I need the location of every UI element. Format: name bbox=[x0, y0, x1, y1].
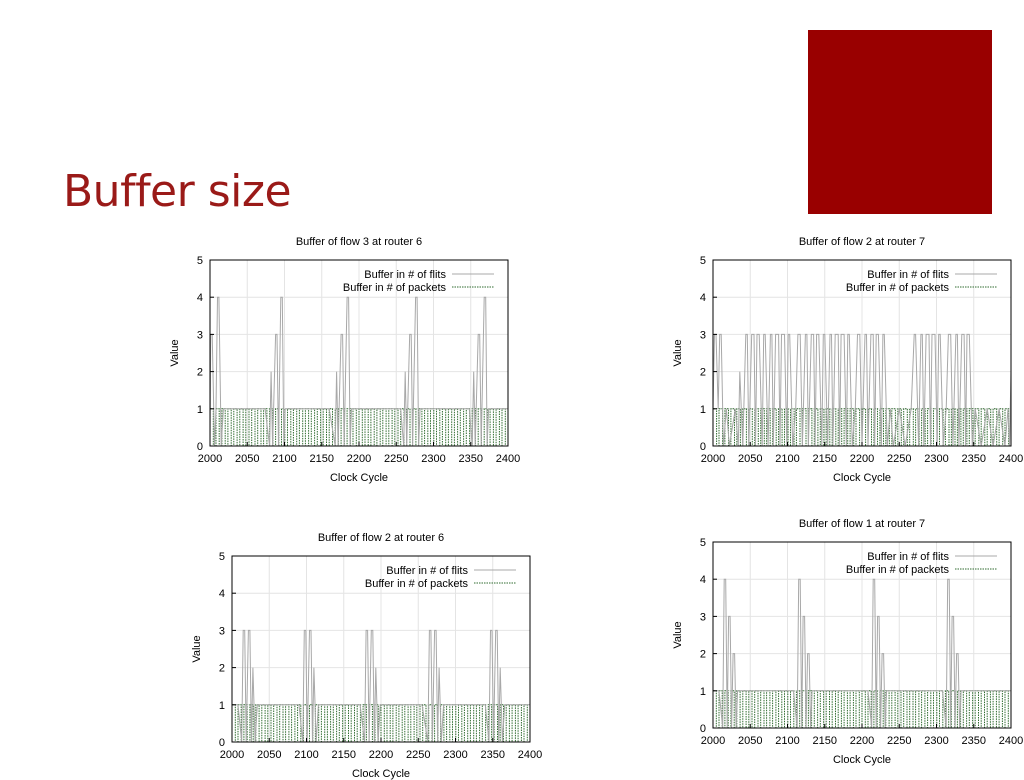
y-tick-label: 4 bbox=[219, 588, 225, 600]
y-axis-label: Value bbox=[672, 339, 684, 366]
x-tick-label: 2350 bbox=[459, 453, 483, 465]
x-axis-label: Clock Cycle bbox=[352, 768, 410, 780]
legend-label: Buffer in # of flits bbox=[867, 551, 949, 563]
x-tick-label: 2350 bbox=[962, 735, 986, 747]
x-axis-label: Clock Cycle bbox=[330, 472, 388, 484]
chart-svg: Buffer of flow 2 at router 7 2000 2050 2100… bbox=[672, 236, 1023, 484]
x-tick-label: 2000 bbox=[701, 735, 725, 747]
chart-svg: Buffer of flow 3 at router 6 2000 2050 2100… bbox=[169, 236, 520, 484]
y-tick-label: 2 bbox=[700, 367, 706, 379]
chart-title: Buffer of flow 2 at router 6 bbox=[318, 532, 444, 544]
x-tick-label: 2000 bbox=[701, 453, 725, 465]
x-tick-label: 2000 bbox=[220, 749, 244, 761]
series-flits-line bbox=[209, 296, 508, 447]
chart-svg: Buffer of flow 1 at router 7 2000 2050 2100… bbox=[672, 518, 1023, 766]
x-tick-label: 2050 bbox=[257, 749, 281, 761]
chart-title: Buffer of flow 2 at router 7 bbox=[799, 236, 925, 248]
legend-label: Buffer in # of packets bbox=[365, 578, 469, 590]
legend-label: Buffer in # of packets bbox=[846, 282, 950, 294]
legend-label: Buffer in # of packets bbox=[343, 282, 447, 294]
x-tick-label: 2100 bbox=[775, 735, 799, 747]
x-tick-label: 2050 bbox=[235, 453, 259, 465]
legend-label: Buffer in # of packets bbox=[846, 564, 950, 576]
slide-title: Buffer size bbox=[63, 166, 292, 217]
y-tick-label: 5 bbox=[700, 537, 706, 549]
x-tick-label: 2250 bbox=[384, 453, 408, 465]
x-axis-label: Clock Cycle bbox=[833, 754, 891, 766]
x-tick-label: 2050 bbox=[738, 453, 762, 465]
x-tick-label: 2200 bbox=[850, 735, 874, 747]
x-tick-label: 2250 bbox=[887, 735, 911, 747]
x-tick-label: 2150 bbox=[332, 749, 356, 761]
chart-flow2-router7: Buffer of flow 2 at router 7 2000 2050 2100… bbox=[663, 232, 1024, 484]
x-tick-label: 2250 bbox=[406, 749, 430, 761]
x-tick-label: 2400 bbox=[999, 453, 1023, 465]
chart-title: Buffer of flow 1 at router 7 bbox=[799, 518, 925, 530]
chart-flow3-router6: Buffer of flow 3 at router 6 2000 2050 2100… bbox=[160, 232, 525, 484]
legend-label: Buffer in # of flits bbox=[364, 269, 446, 281]
y-tick-label: 2 bbox=[197, 367, 203, 379]
series-flits-line bbox=[713, 578, 1011, 729]
x-tick-label: 2200 bbox=[850, 453, 874, 465]
x-tick-label: 2200 bbox=[347, 453, 371, 465]
y-tick-label: 5 bbox=[197, 255, 203, 267]
y-tick-label: 4 bbox=[700, 574, 706, 586]
series-flits-line bbox=[232, 629, 530, 743]
x-tick-label: 2250 bbox=[887, 453, 911, 465]
y-tick-label: 3 bbox=[700, 329, 706, 341]
chart-title: Buffer of flow 3 at router 6 bbox=[296, 236, 422, 248]
chart-flow1-router7: Buffer of flow 1 at router 7 2000 2050 2100… bbox=[663, 514, 1024, 766]
y-tick-label: 2 bbox=[700, 649, 706, 661]
x-tick-label: 2300 bbox=[924, 453, 948, 465]
y-tick-label: 0 bbox=[700, 723, 706, 735]
x-tick-label: 2150 bbox=[813, 735, 837, 747]
y-axis-label: Value bbox=[672, 621, 684, 648]
x-tick-label: 2100 bbox=[294, 749, 318, 761]
y-axis-label: Value bbox=[169, 339, 181, 366]
chart-flow2-router6: Buffer of flow 2 at router 6 2000 2050 2100… bbox=[182, 528, 547, 780]
y-tick-label: 0 bbox=[219, 737, 225, 749]
x-tick-label: 2100 bbox=[272, 453, 296, 465]
y-tick-label: 3 bbox=[197, 329, 203, 341]
y-tick-label: 0 bbox=[197, 441, 203, 453]
y-tick-label: 1 bbox=[197, 404, 203, 416]
legend-label: Buffer in # of flits bbox=[867, 269, 949, 281]
x-tick-label: 2350 bbox=[481, 749, 505, 761]
y-tick-label: 3 bbox=[219, 625, 225, 637]
legend-label: Buffer in # of flits bbox=[386, 565, 468, 577]
x-tick-label: 2400 bbox=[999, 735, 1023, 747]
x-tick-label: 2400 bbox=[496, 453, 520, 465]
y-tick-label: 4 bbox=[197, 292, 203, 304]
chart-svg: Buffer of flow 2 at router 6 2000 2050 2100… bbox=[191, 532, 542, 780]
x-tick-label: 2000 bbox=[198, 453, 222, 465]
x-tick-label: 2050 bbox=[738, 735, 762, 747]
y-tick-label: 5 bbox=[219, 551, 225, 563]
x-axis-label: Clock Cycle bbox=[833, 472, 891, 484]
y-tick-label: 3 bbox=[700, 611, 706, 623]
x-tick-label: 2200 bbox=[369, 749, 393, 761]
x-tick-label: 2100 bbox=[775, 453, 799, 465]
accent-square bbox=[808, 30, 992, 214]
y-tick-label: 1 bbox=[700, 686, 706, 698]
y-tick-label: 4 bbox=[700, 292, 706, 304]
x-tick-label: 2300 bbox=[924, 735, 948, 747]
x-tick-label: 2400 bbox=[518, 749, 542, 761]
x-tick-label: 2150 bbox=[813, 453, 837, 465]
x-tick-label: 2300 bbox=[421, 453, 445, 465]
x-tick-label: 2300 bbox=[443, 749, 467, 761]
y-tick-label: 5 bbox=[700, 255, 706, 267]
y-axis-label: Value bbox=[191, 635, 203, 662]
x-tick-label: 2350 bbox=[962, 453, 986, 465]
y-tick-label: 0 bbox=[700, 441, 706, 453]
y-tick-label: 1 bbox=[700, 404, 706, 416]
x-tick-label: 2150 bbox=[310, 453, 334, 465]
y-tick-label: 2 bbox=[219, 663, 225, 675]
y-tick-label: 1 bbox=[219, 700, 225, 712]
